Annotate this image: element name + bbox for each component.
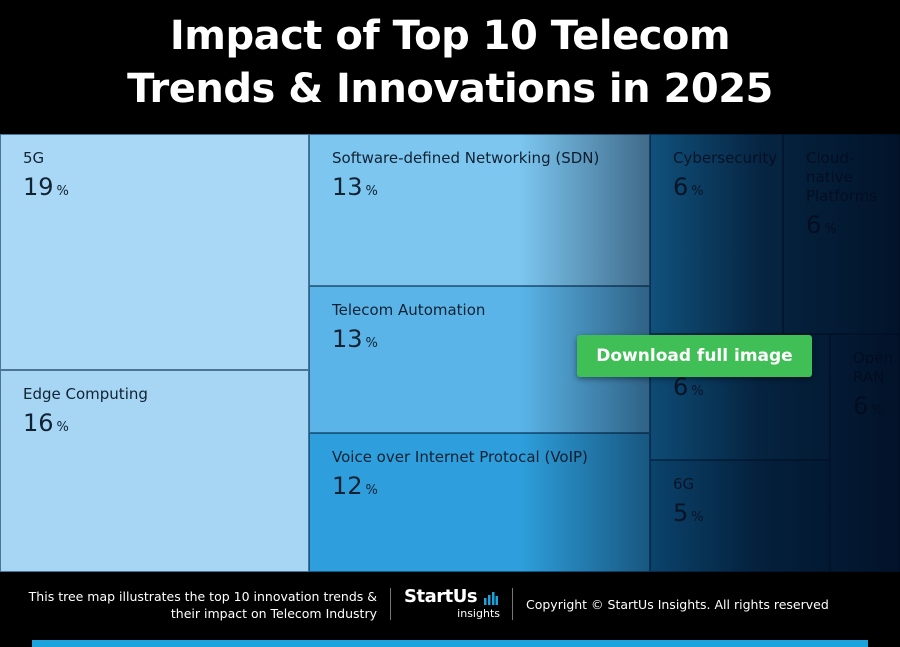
accent-bar (32, 640, 868, 647)
footer-caption: This tree map illustrates the top 10 inn… (20, 588, 377, 622)
value-number: 13 (332, 173, 363, 201)
title-line-1: Impact of Top 10 Telecom (169, 13, 731, 59)
value-unit: % (691, 510, 704, 525)
value-unit: % (56, 420, 69, 435)
logo-text: StartUs (404, 586, 478, 607)
treemap-cell: Cybersecurity 6% (650, 134, 783, 334)
treemap-cell-label: Cloud-native Platforms (806, 149, 878, 205)
treemap-cell-label: 5G (23, 149, 45, 167)
footer-divider (512, 588, 513, 620)
treemap-cell: Software-defined Networking (SDN) 13% (309, 134, 650, 286)
value-number: 6 (673, 373, 689, 401)
value-number: 5 (673, 499, 689, 527)
treemap-cell: 6G 5% (650, 460, 830, 572)
value-unit: % (365, 483, 378, 498)
treemap-cell-value: 6% (673, 374, 829, 405)
treemap-cell-value: 6% (673, 174, 782, 205)
download-full-image-button[interactable]: Download full image (577, 335, 812, 377)
page-title: Impact of Top 10 Telecom Trends & Innova… (0, 10, 900, 116)
treemap-cell-label: Open RAN (853, 349, 894, 386)
treemap-cell: Open RAN 6% (830, 334, 900, 572)
value-unit: % (871, 403, 884, 418)
treemap-cell: Cloud-native Platforms 6% (783, 134, 900, 334)
value-number: 6 (806, 211, 822, 239)
value-number: 6 (673, 173, 689, 201)
bar-chart-icon (484, 592, 498, 605)
treemap-cell-label: Telecom Automation (332, 301, 486, 319)
treemap-cell-value: 6% (853, 393, 899, 424)
treemap-cell-label: 6G (673, 475, 695, 493)
value-unit: % (56, 184, 69, 199)
value-unit: % (824, 222, 837, 237)
logo-subtext: insights (457, 607, 500, 620)
treemap-cell: Edge Computing 16% (0, 370, 309, 572)
treemap-cell-label: Software-defined Networking (SDN) (332, 149, 600, 167)
value-number: 13 (332, 325, 363, 353)
value-unit: % (691, 384, 704, 399)
value-unit: % (365, 184, 378, 199)
treemap-cell-label: Voice over Internet Protocal (VoIP) (332, 448, 588, 466)
caption-line-2: their impact on Telecom Industry (170, 606, 377, 621)
footer-divider (390, 588, 391, 620)
copyright-text: Copyright © StartUs Insights. All rights… (526, 597, 829, 612)
value-unit: % (365, 336, 378, 351)
treemap-cell-value: 12% (332, 473, 649, 504)
value-number: 6 (853, 392, 869, 420)
treemap-cell-label: Edge Computing (23, 385, 148, 403)
treemap-cell-value: 13% (332, 174, 649, 205)
treemap-cell-label: Cybersecurity (673, 149, 778, 167)
value-unit: % (691, 184, 704, 199)
value-number: 12 (332, 472, 363, 500)
treemap-cell-value: 6% (806, 212, 899, 243)
caption-line-1: This tree map illustrates the top 10 inn… (28, 589, 377, 604)
treemap-cell-value: 16% (23, 410, 308, 441)
value-number: 16 (23, 409, 54, 437)
treemap-cell: Voice over Internet Protocal (VoIP) 12% (309, 433, 650, 572)
footer: This tree map illustrates the top 10 inn… (0, 572, 900, 647)
startus-logo[interactable]: StartUs insights (404, 586, 500, 622)
treemap-cell-value: 19% (23, 174, 308, 205)
treemap-cell-value: 5% (673, 500, 829, 531)
treemap-cell: 5G 19% (0, 134, 309, 370)
title-line-2: Trends & Innovations in 2025 (127, 66, 773, 112)
value-number: 19 (23, 173, 54, 201)
